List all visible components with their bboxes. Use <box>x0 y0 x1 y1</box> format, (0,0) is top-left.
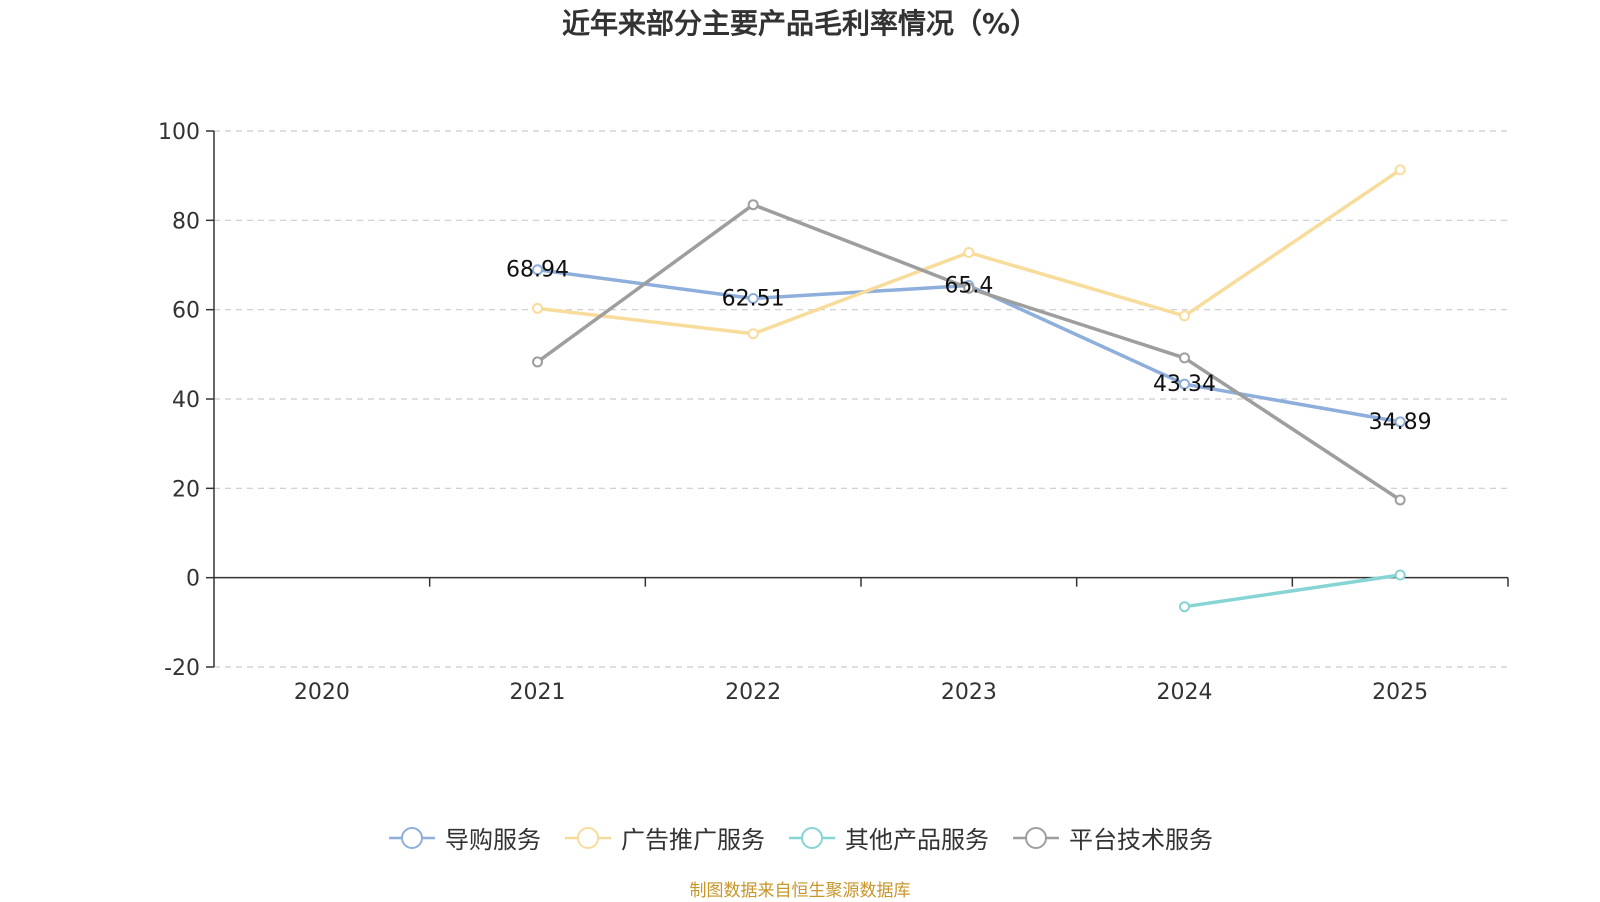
chart-title: 近年来部分主要产品毛利率情况（%） <box>561 7 1039 40</box>
y-tick-label: -20 <box>164 656 200 681</box>
legend-symbol-icon <box>389 826 435 849</box>
data-label: 43.34 <box>1153 372 1216 397</box>
x-tick-label: 2020 <box>294 680 350 705</box>
y-tick-label: 20 <box>172 477 200 502</box>
y-tick-label: 40 <box>172 388 200 413</box>
data-label: 68.94 <box>506 258 569 283</box>
y-tick-label: 60 <box>172 299 200 324</box>
legend-symbol-icon <box>1013 826 1059 849</box>
data-point <box>963 246 975 258</box>
y-tick-label: 0 <box>186 567 200 592</box>
series-layer <box>532 164 1406 613</box>
legend-item[interactable]: 广告推广服务 <box>563 820 765 855</box>
data-point <box>532 264 543 276</box>
x-tick-label: 2022 <box>725 680 781 705</box>
x-tick-label: 2021 <box>510 680 566 705</box>
data-point <box>747 199 759 211</box>
data-label: 65.4 <box>944 274 993 299</box>
data-point <box>747 328 759 340</box>
data-point <box>1394 416 1406 428</box>
data-point <box>1179 601 1190 613</box>
data-point <box>1394 164 1406 176</box>
x-tick-label: 2025 <box>1372 680 1428 705</box>
data-point <box>1394 569 1406 581</box>
data-label: 34.89 <box>1369 410 1432 435</box>
legend: 导购服务 广告推广服务 其他产品服务 平台技术服务 <box>0 820 1600 855</box>
data-labels: 68.94 62.51 65.4 43.34 34.89 <box>506 258 1432 435</box>
y-tick-label: 100 <box>158 120 200 145</box>
legend-item[interactable]: 平台技术服务 <box>1011 820 1213 855</box>
data-point <box>747 292 759 304</box>
axes: -20 0 20 40 60 80 100 2020 2021 2022 2023 2024 2025 <box>158 120 1509 705</box>
source-note: 制图数据来自恒生聚源数据库 <box>689 881 911 901</box>
data-point <box>532 356 543 368</box>
legend-label: 其他产品服务 <box>845 826 989 854</box>
legend-item[interactable]: 其他产品服务 <box>787 820 989 855</box>
data-point <box>963 282 975 294</box>
data-point <box>1179 352 1190 364</box>
data-point <box>1394 494 1406 506</box>
legend-label: 导购服务 <box>445 826 541 854</box>
x-tick-label: 2024 <box>1157 680 1213 705</box>
data-point <box>1179 378 1190 390</box>
legend-item[interactable]: 导购服务 <box>387 820 541 855</box>
data-point <box>1179 310 1190 322</box>
y-tick-label: 80 <box>172 209 200 234</box>
data-label: 62.51 <box>722 286 785 311</box>
legend-label: 平台技术服务 <box>1069 826 1213 854</box>
grid-lines <box>214 130 1508 668</box>
data-point <box>532 302 543 314</box>
series-line <box>1184 573 1401 609</box>
legend-symbol-icon <box>565 826 611 849</box>
x-tick-label: 2023 <box>941 680 997 705</box>
legend-label: 广告推广服务 <box>621 826 765 854</box>
legend-symbol-icon <box>789 826 835 849</box>
